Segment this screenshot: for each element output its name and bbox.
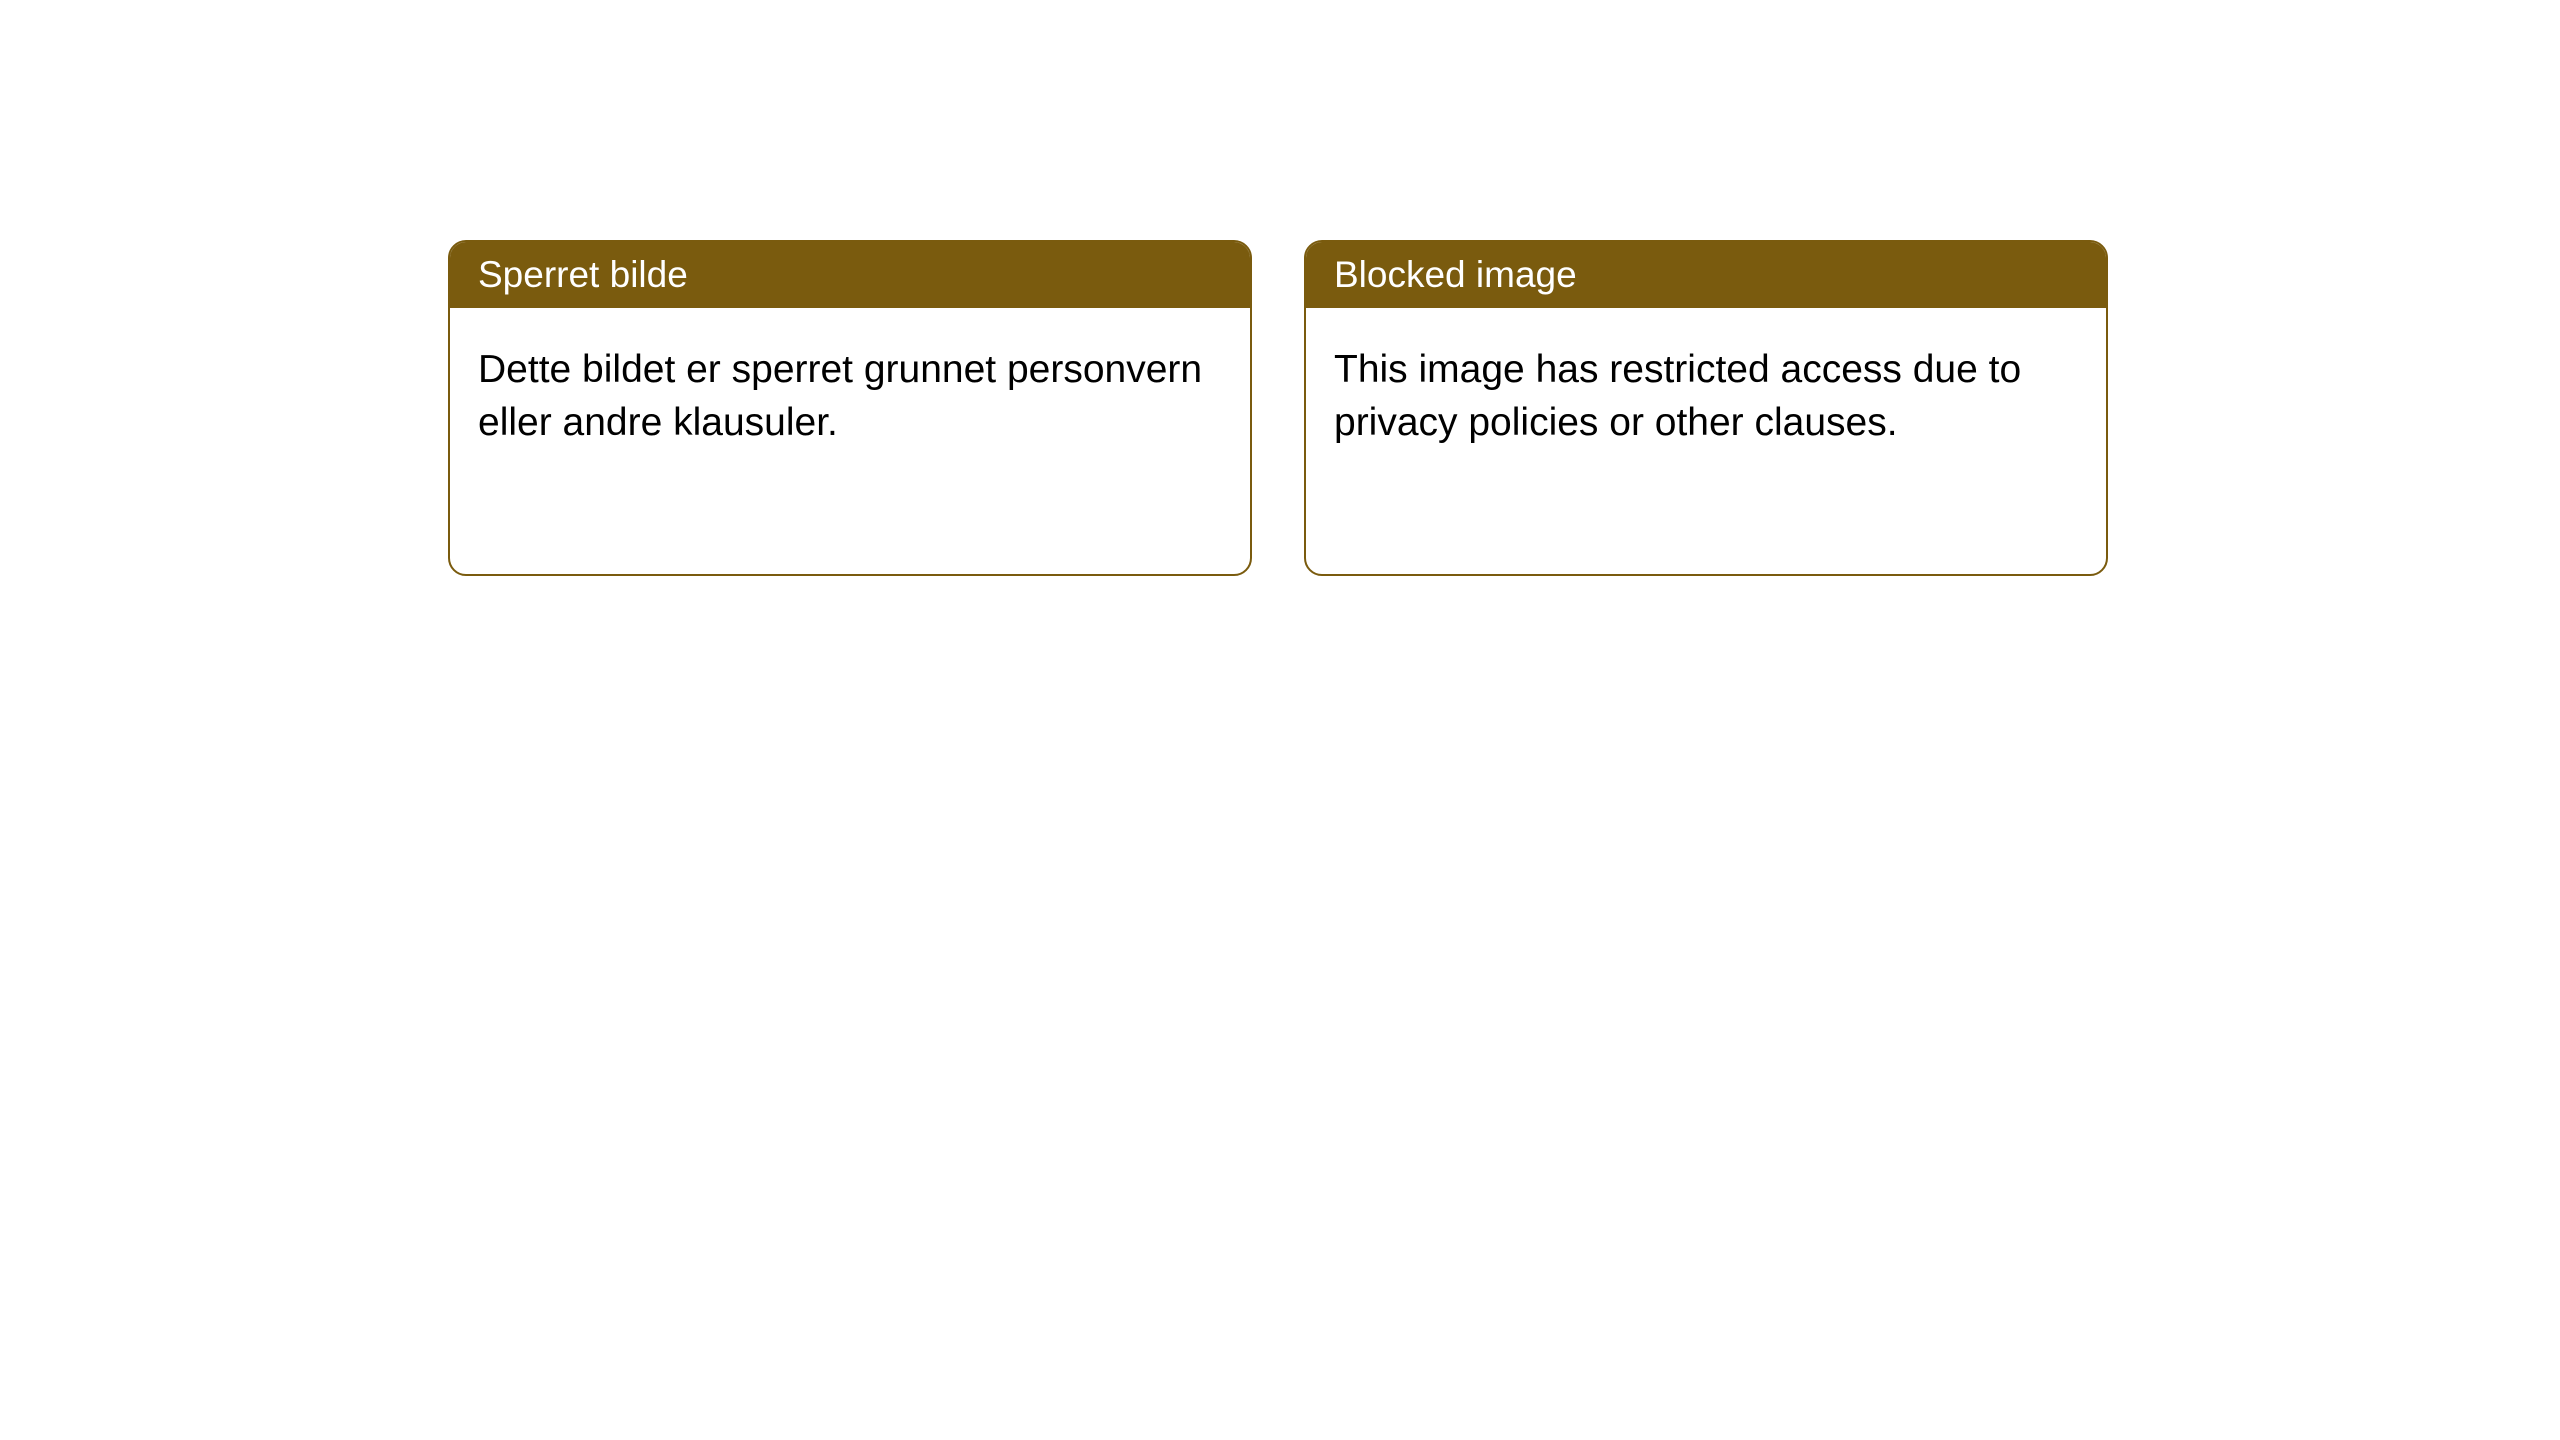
card-header-en: Blocked image [1306, 242, 2106, 308]
blocked-image-card-no: Sperret bilde Dette bildet er sperret gr… [448, 240, 1252, 576]
blocked-image-card-en: Blocked image This image has restricted … [1304, 240, 2108, 576]
card-body-en: This image has restricted access due to … [1306, 308, 2106, 485]
notice-container: Sperret bilde Dette bildet er sperret gr… [0, 0, 2560, 576]
card-header-no: Sperret bilde [450, 242, 1250, 308]
card-body-no: Dette bildet er sperret grunnet personve… [450, 308, 1250, 485]
